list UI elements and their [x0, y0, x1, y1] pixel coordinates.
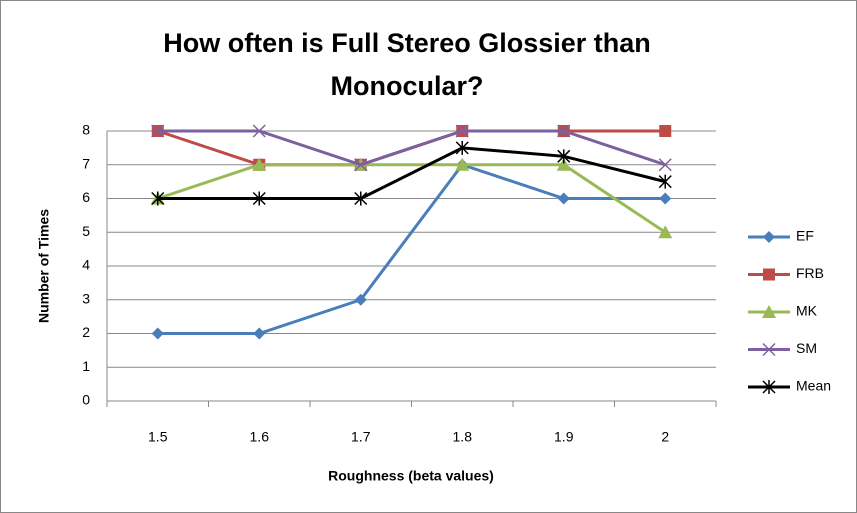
x-tick-label: 1.8: [453, 429, 473, 445]
y-tick-label: 1: [82, 358, 90, 374]
legend-label: Mean: [796, 378, 831, 394]
y-tick-label: 3: [82, 290, 90, 306]
marker: [151, 191, 165, 206]
series-line: [157, 162, 666, 335]
legend-label: MK: [796, 303, 818, 319]
marker: [253, 327, 266, 340]
marker: [762, 305, 776, 318]
marker: [762, 342, 776, 357]
y-tick-label: 8: [82, 122, 90, 138]
marker: [354, 158, 368, 172]
legend-label: SM: [796, 340, 817, 356]
marker: [557, 192, 570, 205]
y-tick-label: 4: [82, 257, 90, 273]
y-axis-label: Number of Times: [36, 209, 52, 323]
legend-label: FRB: [796, 265, 824, 281]
marker: [658, 158, 672, 172]
marker: [151, 327, 164, 340]
marker: [659, 192, 672, 205]
x-tick-label: 2: [661, 429, 669, 445]
marker: [252, 191, 266, 206]
marker: [763, 268, 775, 281]
series-line: [157, 129, 666, 167]
marker: [557, 149, 571, 164]
marker: [252, 124, 266, 138]
marker: [455, 124, 469, 138]
legend-label: EF: [796, 228, 814, 244]
marker: [658, 225, 673, 239]
x-tick-label: 1.5: [148, 429, 168, 445]
marker: [556, 157, 571, 171]
chart-title: How often is Full Stereo Glossier than M…: [163, 28, 651, 101]
marker: [557, 124, 571, 138]
y-tick-label: 7: [82, 155, 90, 171]
marker: [354, 191, 368, 206]
x-axis-label: Roughness (beta values): [328, 468, 494, 484]
x-tick-label: 1.7: [351, 429, 371, 445]
series-line: [157, 163, 667, 234]
marker: [354, 293, 367, 306]
series-line: [157, 146, 666, 200]
x-tick-label: 1.6: [250, 429, 270, 445]
marker: [658, 174, 672, 189]
marker: [659, 125, 672, 137]
marker: [455, 140, 469, 155]
marker: [151, 124, 165, 138]
y-tick-label: 2: [82, 324, 90, 340]
y-tick-label: 0: [82, 392, 90, 408]
marker: [763, 231, 775, 243]
y-tick-label: 6: [82, 189, 90, 205]
x-tick-label: 1.9: [554, 429, 574, 445]
y-tick-label: 5: [82, 223, 90, 239]
marker: [455, 157, 470, 171]
marker: [762, 380, 776, 394]
marker: [252, 157, 267, 171]
